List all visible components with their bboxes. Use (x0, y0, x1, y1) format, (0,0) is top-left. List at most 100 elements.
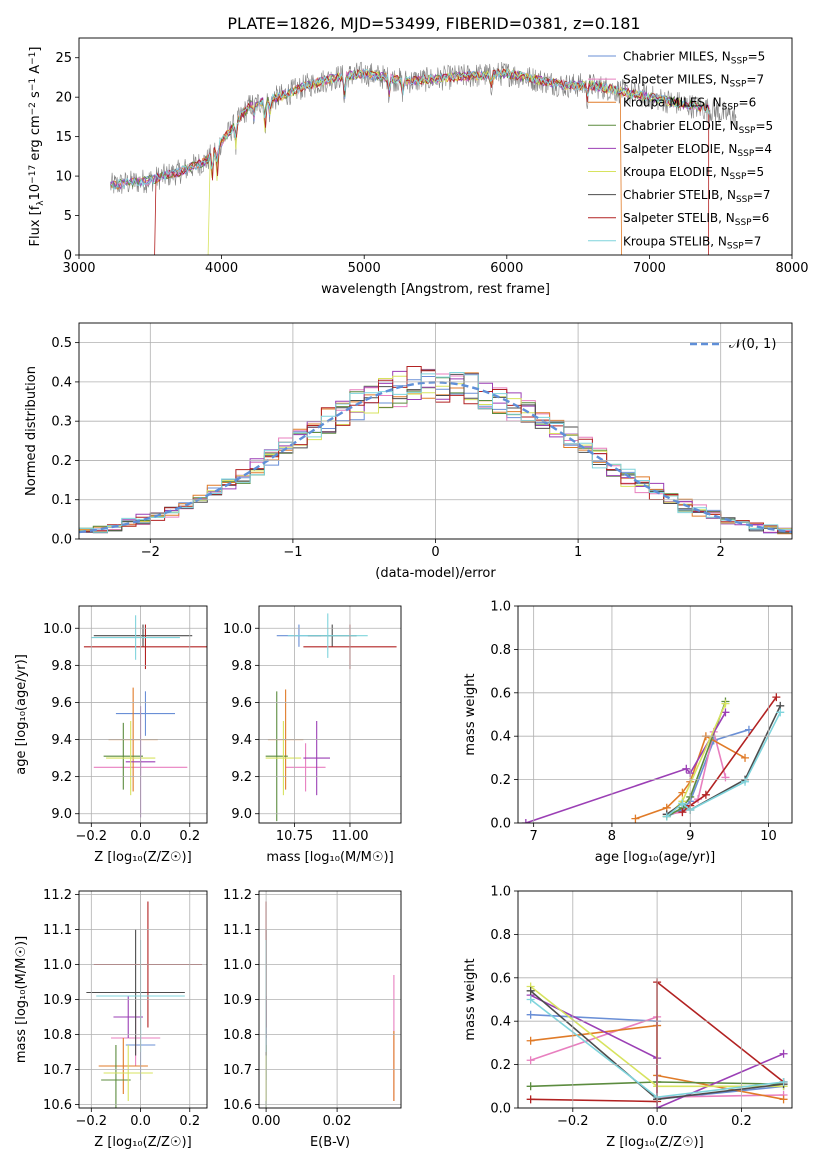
y-tick-label: 25 (55, 51, 72, 66)
y-tick-label: 9.0 (51, 807, 72, 822)
x-tick-label: 7 (530, 829, 538, 844)
weight-marker (526, 1095, 535, 1104)
y-axis-label: mass weight (463, 958, 478, 1040)
plot-area (110, 61, 737, 255)
y-tick-label: 0.0 (490, 1102, 511, 1117)
legend-name: Chabrier ELODIE, N (623, 119, 739, 133)
weight-marker (744, 725, 753, 734)
legend-nssp: =4 (754, 142, 772, 156)
y-axis-label-part: A (28, 65, 43, 78)
y-axis-label-part: λ (36, 200, 46, 206)
y-tick-label: 10 (55, 170, 72, 185)
legend-name: Kroupa ELODIE, N (623, 165, 730, 179)
y-axis-label: Normed distribution (24, 366, 39, 496)
weight-marker (526, 1082, 535, 1091)
panel-mass-vs-ebv: 0.00 0.02 10.6 10.7 10.8 10.9 11.0 11.1 11.2 E(B-… (223, 888, 402, 1150)
legend-sub: SSP (739, 126, 756, 136)
y-tick-label: 9.4 (231, 733, 252, 748)
y-tick-label: 0.2 (490, 773, 511, 788)
y-tick-label: 1.0 (490, 600, 511, 615)
legend-sub: SSP (722, 103, 739, 113)
x-tick-label: 0 (431, 545, 439, 560)
legend-sub: SSP (727, 241, 744, 251)
plot-area (265, 613, 397, 822)
x-tick-label: 4000 (205, 261, 238, 276)
x-tick-label: 0.02 (323, 1114, 352, 1129)
x-tick-label: −1 (283, 545, 302, 560)
legend-label: Salpeter MILES, NSSP=7 (623, 73, 764, 90)
y-tick-label: 10.8 (223, 1028, 252, 1043)
legend-nssp: =7 (746, 73, 764, 87)
axes-frame (78, 322, 793, 540)
weight-marker (721, 708, 730, 717)
panel-weight-vs-age: 7 8 9 10 0.0 0.2 0.4 0.6 0.8 1.0 age [log₁₀(age/yr… (463, 600, 793, 865)
weight-line (635, 735, 746, 820)
x-tick-label: −0.2 (76, 829, 108, 844)
y-tick-label: 10.0 (223, 622, 252, 637)
y-tick-label: 9.8 (231, 659, 252, 674)
spectrum-line (110, 68, 622, 255)
x-tick-label: 1 (574, 545, 582, 560)
panel-residuals: −2 −1 0 1 2 0.0 0.1 0.2 0.3 0.4 0.5 (data-model)/er… (24, 322, 793, 581)
weight-marker (678, 799, 687, 808)
spectrum-line (207, 68, 709, 255)
x-axis-label: E(B-V) (310, 1135, 350, 1150)
legend-sub: SSP (730, 172, 747, 182)
panel-mass-vs-Z: −0.2 0.0 0.2 10.6 10.7 10.8 10.9 11.0 11.1 11.2 Z … (14, 888, 208, 1150)
y-tick-label: 10.7 (43, 1063, 72, 1078)
x-tick-label: 11.00 (331, 829, 368, 844)
legend-name: Chabrier STELIB, N (623, 188, 736, 202)
x-tick-label: 0.0 (130, 1114, 151, 1129)
figure-title: PLATE=1826, MJD=53499, FIBERID=0381, z=0… (227, 14, 640, 33)
panel-age-vs-mass: 10.75 11.00 9.0 9.2 9.4 9.6 9.8 10.0 mass [log₁₀… (223, 605, 402, 865)
x-tick-label: −2 (141, 545, 160, 560)
x-tick-label: 0.2 (179, 1114, 200, 1129)
x-axis-label: age [log₁₀(age/yr)] (595, 850, 716, 865)
legend-sub: SSP (730, 80, 747, 90)
y-tick-label: 0.8 (490, 643, 511, 658)
x-tick-label: 3000 (62, 261, 95, 276)
weight-marker (682, 764, 691, 773)
y-tick-label: 0.6 (490, 971, 511, 986)
x-tick-label: −0.2 (76, 1114, 108, 1129)
y-tick-label: 10.6 (43, 1098, 72, 1113)
x-tick-label: 8 (608, 829, 616, 844)
y-tick-label: 15 (55, 130, 72, 145)
y-tick-label: 9.2 (231, 770, 252, 785)
y-axis-label-part: −2 (28, 102, 38, 115)
weight-line (666, 701, 727, 818)
panel-age-vs-Z: −0.2 0.0 0.2 9.0 9.2 9.4 9.6 9.8 10.0 Z [log₁₀(Z/… (14, 605, 208, 865)
legend-nssp: =6 (739, 96, 757, 110)
weight-marker (526, 995, 535, 1004)
y-tick-label: 0.8 (490, 928, 511, 943)
y-tick-label: 9.6 (51, 696, 72, 711)
axes-frame (258, 605, 402, 824)
y-tick-label: 9.4 (51, 733, 72, 748)
legend-name: Salpeter ELODIE, N (623, 142, 737, 156)
legend-label: Kroupa ELODIE, NSSP=5 (623, 165, 764, 182)
legend-label: Kroupa STELIB, NSSP=7 (623, 234, 761, 251)
panel-spectrum: 3000 4000 5000 6000 7000 8000 0 5 10 15 20 25 wavele… (28, 37, 809, 297)
y-axis-label: mass [log₁₀(M/M☉)] (14, 936, 29, 1063)
y-tick-label: 0.0 (51, 533, 72, 548)
y-tick-label: 0.4 (490, 1015, 511, 1030)
plot-area (83, 615, 207, 818)
legend-label: Salpeter STELIB, NSSP=6 (623, 211, 769, 228)
y-tick-label: 9.2 (51, 770, 72, 785)
weight-marker (526, 1056, 535, 1065)
weight-marker (741, 753, 750, 762)
weight-marker (662, 812, 671, 821)
y-tick-label: 0.6 (490, 686, 511, 701)
y-tick-label: 10.9 (223, 993, 252, 1008)
y-axis-label-part: Flux [f (28, 205, 43, 246)
y-tick-label: 20 (55, 91, 72, 106)
weight-marker (741, 777, 750, 786)
legend-name: Kroupa MILES, N (623, 96, 722, 110)
legend-name: Salpeter STELIB, N (623, 211, 735, 225)
weight-marker (526, 1036, 535, 1045)
legend-nssp: =5 (748, 50, 766, 64)
legend-name: Salpeter MILES, N (623, 73, 730, 87)
x-axis-label: mass [log₁₀(M/M☉)] (266, 850, 393, 865)
y-tick-label: 9.8 (51, 659, 72, 674)
weight-line (681, 696, 777, 813)
